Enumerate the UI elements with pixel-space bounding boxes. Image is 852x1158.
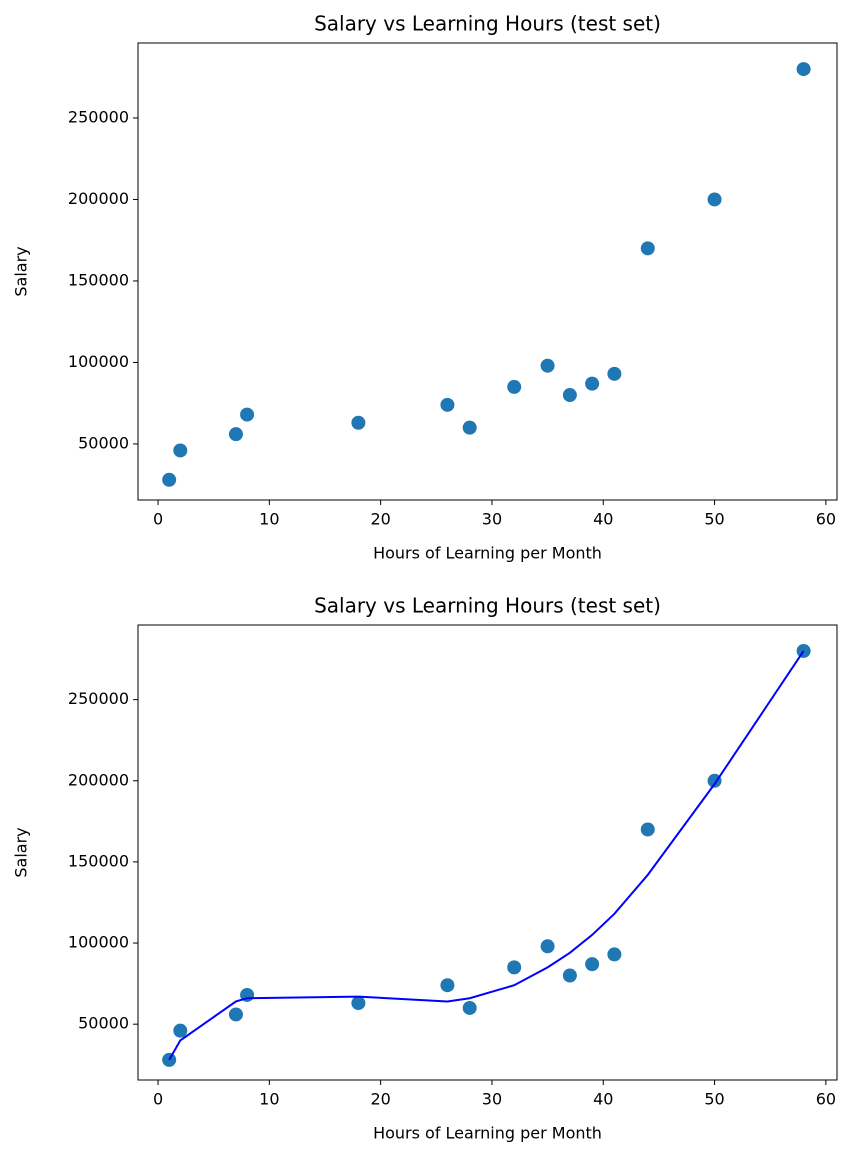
x-tick-label: 10 bbox=[259, 1090, 279, 1109]
x-tick-label: 50 bbox=[704, 1090, 724, 1109]
fit-line bbox=[168, 650, 805, 1061]
point bbox=[462, 420, 477, 435]
point bbox=[240, 407, 255, 422]
y-tick-label: 100000 bbox=[68, 352, 129, 371]
point bbox=[640, 822, 655, 837]
chart-title: Salary vs Learning Hours (test set) bbox=[314, 12, 661, 36]
chart-title: Salary vs Learning Hours (test set) bbox=[314, 594, 661, 618]
point bbox=[173, 443, 188, 458]
point bbox=[228, 427, 243, 442]
x-tick-label: 60 bbox=[816, 510, 836, 529]
x-tick-label: 30 bbox=[482, 1090, 502, 1109]
plot-frame bbox=[137, 624, 838, 1081]
y-tick-label: 200000 bbox=[68, 189, 129, 208]
y-tick-label: 50000 bbox=[78, 433, 129, 452]
point bbox=[640, 241, 655, 256]
y-tick-label: 100000 bbox=[68, 933, 129, 952]
x-tick-label: 30 bbox=[482, 510, 502, 529]
x-tick-label: 0 bbox=[153, 1090, 163, 1109]
point bbox=[351, 415, 366, 430]
point bbox=[507, 379, 522, 394]
point bbox=[440, 978, 455, 993]
point bbox=[585, 957, 600, 972]
point bbox=[507, 960, 522, 975]
point bbox=[562, 388, 577, 403]
point bbox=[440, 397, 455, 412]
y-tick-label: 50000 bbox=[78, 1014, 129, 1033]
y-tick-label: 150000 bbox=[68, 270, 129, 289]
y-tick-label: 250000 bbox=[68, 689, 129, 708]
y-axis-label: Salary bbox=[12, 246, 31, 296]
point bbox=[540, 939, 555, 954]
x-tick-label: 10 bbox=[259, 510, 279, 529]
x-tick-label: 0 bbox=[153, 510, 163, 529]
point bbox=[173, 1023, 188, 1038]
x-tick-label: 40 bbox=[593, 1090, 613, 1109]
point bbox=[228, 1007, 243, 1022]
x-tick-label: 40 bbox=[593, 510, 613, 529]
point bbox=[162, 472, 177, 487]
point bbox=[707, 192, 722, 207]
point bbox=[540, 358, 555, 373]
point bbox=[796, 62, 811, 77]
point bbox=[351, 996, 366, 1011]
x-tick-label: 50 bbox=[704, 510, 724, 529]
x-axis-label: Hours of Learning per Month bbox=[373, 1124, 602, 1143]
y-tick-label: 200000 bbox=[68, 770, 129, 789]
point bbox=[607, 366, 622, 381]
point bbox=[585, 376, 600, 391]
x-tick-label: 60 bbox=[816, 1090, 836, 1109]
x-axis-label: Hours of Learning per Month bbox=[373, 544, 602, 563]
point bbox=[607, 947, 622, 962]
plot-frame bbox=[137, 42, 838, 501]
point bbox=[562, 968, 577, 983]
x-tick-label: 20 bbox=[370, 1090, 390, 1109]
point bbox=[462, 1000, 477, 1015]
y-tick-label: 150000 bbox=[68, 851, 129, 870]
y-axis-label: Salary bbox=[12, 827, 31, 877]
x-tick-label: 20 bbox=[370, 510, 390, 529]
y-tick-label: 250000 bbox=[68, 107, 129, 126]
